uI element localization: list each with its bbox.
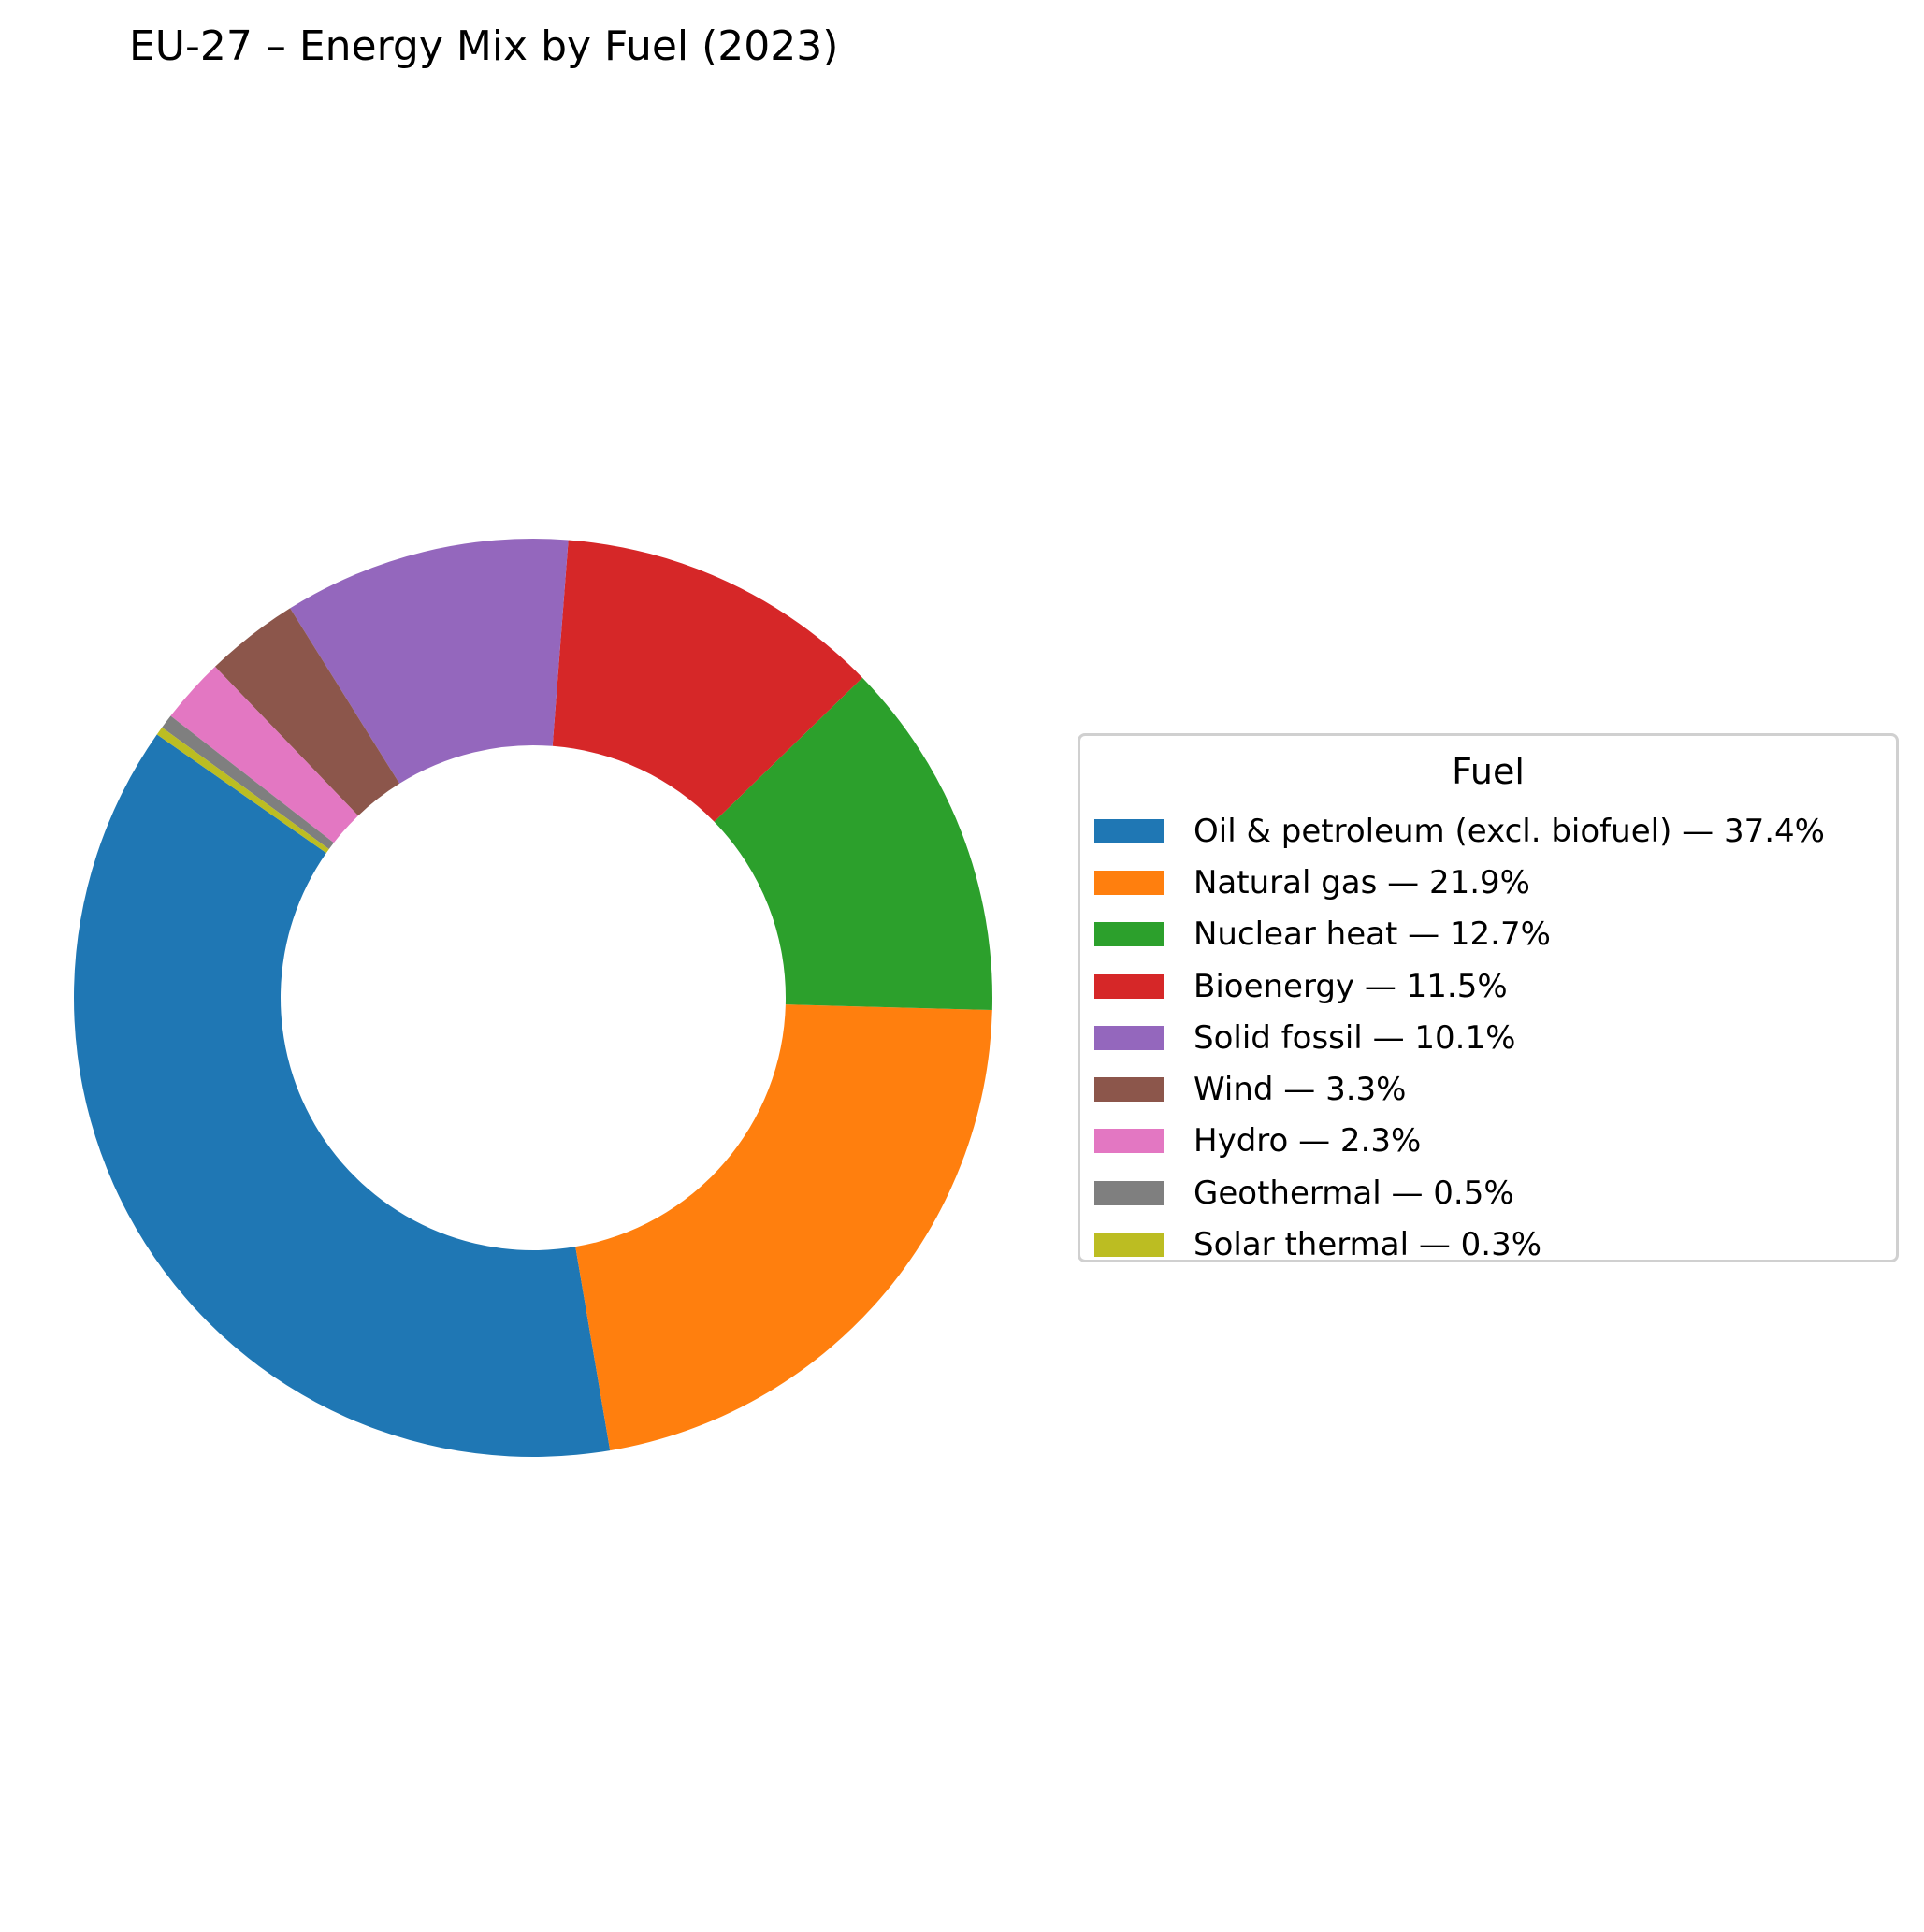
legend-item-3: Bioenergy — 11.5% — [1080, 960, 1896, 1012]
legend-swatch-3 — [1094, 973, 1164, 999]
pie-slice-1 — [575, 1004, 992, 1451]
legend-label-3: Bioenergy — 11.5% — [1193, 967, 1508, 1005]
legend-label-1: Natural gas — 21.9% — [1193, 863, 1530, 901]
legend-label-5: Wind — 3.3% — [1193, 1071, 1407, 1109]
legend-swatch-0 — [1094, 818, 1164, 843]
legend-item-2: Nuclear heat — 12.7% — [1080, 909, 1896, 960]
legend: Fuel Oil & petroleum (excl. biofuel) — 3… — [1078, 733, 1899, 1263]
pie-slice-5 — [214, 608, 400, 816]
legend-swatch-5 — [1094, 1077, 1164, 1103]
legend-swatch-6 — [1094, 1129, 1164, 1154]
legend-item-6: Hydro — 2.3% — [1080, 1116, 1896, 1167]
chart-title: EU-27 – Energy Mix by Fuel (2023) — [129, 22, 839, 70]
pie-slice-0 — [73, 734, 611, 1457]
pie-slice-4 — [290, 539, 569, 784]
legend-swatch-2 — [1094, 922, 1164, 947]
legend-swatch-4 — [1094, 1025, 1164, 1050]
legend-swatch-8 — [1094, 1233, 1164, 1258]
legend-label-0: Oil & petroleum (excl. biofuel) — 37.4% — [1193, 812, 1825, 850]
legend-label-8: Solar thermal — 0.3% — [1193, 1226, 1542, 1264]
legend-item-7: Geothermal — 0.5% — [1080, 1167, 1896, 1218]
legend-item-5: Wind — 3.3% — [1080, 1063, 1896, 1115]
legend-swatch-7 — [1094, 1180, 1164, 1205]
legend-label-6: Hydro — 2.3% — [1193, 1122, 1422, 1161]
pie-slice-7 — [162, 715, 334, 849]
legend-label-2: Nuclear heat — 12.7% — [1193, 916, 1551, 954]
legend-swatch-1 — [1094, 870, 1164, 895]
pie-slice-3 — [552, 540, 863, 822]
legend-title: Fuel — [1452, 751, 1525, 792]
legend-item-0: Oil & petroleum (excl. biofuel) — 37.4% — [1080, 805, 1896, 857]
legend-item-1: Natural gas — 21.9% — [1080, 857, 1896, 908]
pie-slice-8 — [156, 727, 329, 854]
legend-item-8: Solar thermal — 0.3% — [1080, 1218, 1896, 1270]
legend-label-7: Geothermal — 0.5% — [1193, 1174, 1514, 1212]
legend-label-4: Solid fossil — 10.1% — [1193, 1018, 1516, 1057]
pie-slice-6 — [170, 666, 358, 843]
legend-item-4: Solid fossil — 10.1% — [1080, 1012, 1896, 1063]
pie-slice-2 — [714, 677, 992, 1011]
